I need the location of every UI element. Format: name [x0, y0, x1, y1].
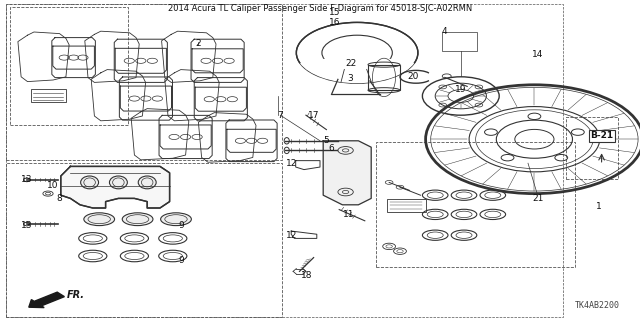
- Text: 21: 21: [532, 194, 543, 203]
- Text: 9: 9: [179, 256, 184, 265]
- Bar: [376, 142, 575, 267]
- Polygon shape: [61, 166, 170, 208]
- Text: 9: 9: [179, 221, 184, 230]
- Text: 5: 5: [324, 136, 329, 145]
- Ellipse shape: [138, 176, 156, 189]
- Text: B-21: B-21: [590, 132, 613, 140]
- Bar: [387, 199, 426, 212]
- Circle shape: [322, 35, 392, 70]
- Text: 6: 6: [329, 144, 334, 153]
- Bar: [6, 4, 563, 317]
- Text: 13: 13: [21, 175, 33, 184]
- Bar: [10, 7, 128, 125]
- Ellipse shape: [84, 213, 115, 226]
- Ellipse shape: [122, 213, 153, 226]
- Polygon shape: [323, 141, 371, 205]
- Ellipse shape: [161, 213, 191, 226]
- Text: 7: 7: [278, 111, 283, 120]
- Text: 2: 2: [196, 39, 201, 48]
- Bar: [31, 89, 66, 102]
- Text: 18: 18: [301, 271, 313, 280]
- FancyArrow shape: [29, 292, 65, 308]
- Bar: [566, 117, 618, 179]
- Text: 12: 12: [285, 159, 297, 168]
- Text: 13: 13: [21, 221, 33, 230]
- Bar: [6, 4, 282, 160]
- Text: 4: 4: [442, 28, 447, 36]
- Ellipse shape: [81, 176, 99, 189]
- Text: 16: 16: [329, 18, 340, 27]
- Text: 20: 20: [407, 72, 419, 81]
- Text: 12: 12: [285, 231, 297, 240]
- Bar: [368, 65, 400, 90]
- Text: 14: 14: [532, 50, 543, 59]
- Text: TK4AB2200: TK4AB2200: [575, 301, 620, 310]
- Text: 3: 3: [348, 74, 353, 83]
- Text: 10: 10: [47, 181, 58, 190]
- Text: 22: 22: [345, 60, 356, 68]
- Text: 11: 11: [343, 210, 355, 219]
- Text: 2014 Acura TL Caliper Passenger Side F Diagram for 45018-SJC-A02RMN: 2014 Acura TL Caliper Passenger Side F D…: [168, 4, 472, 13]
- Bar: [6, 163, 282, 317]
- Text: 1: 1: [596, 202, 601, 211]
- Ellipse shape: [109, 176, 127, 189]
- Text: FR.: FR.: [67, 290, 85, 300]
- Wedge shape: [300, 53, 414, 83]
- Text: 17: 17: [308, 111, 319, 120]
- Bar: [442, 32, 477, 51]
- Text: 15: 15: [329, 8, 340, 17]
- Text: 8: 8: [57, 194, 62, 203]
- Text: 19: 19: [455, 85, 467, 94]
